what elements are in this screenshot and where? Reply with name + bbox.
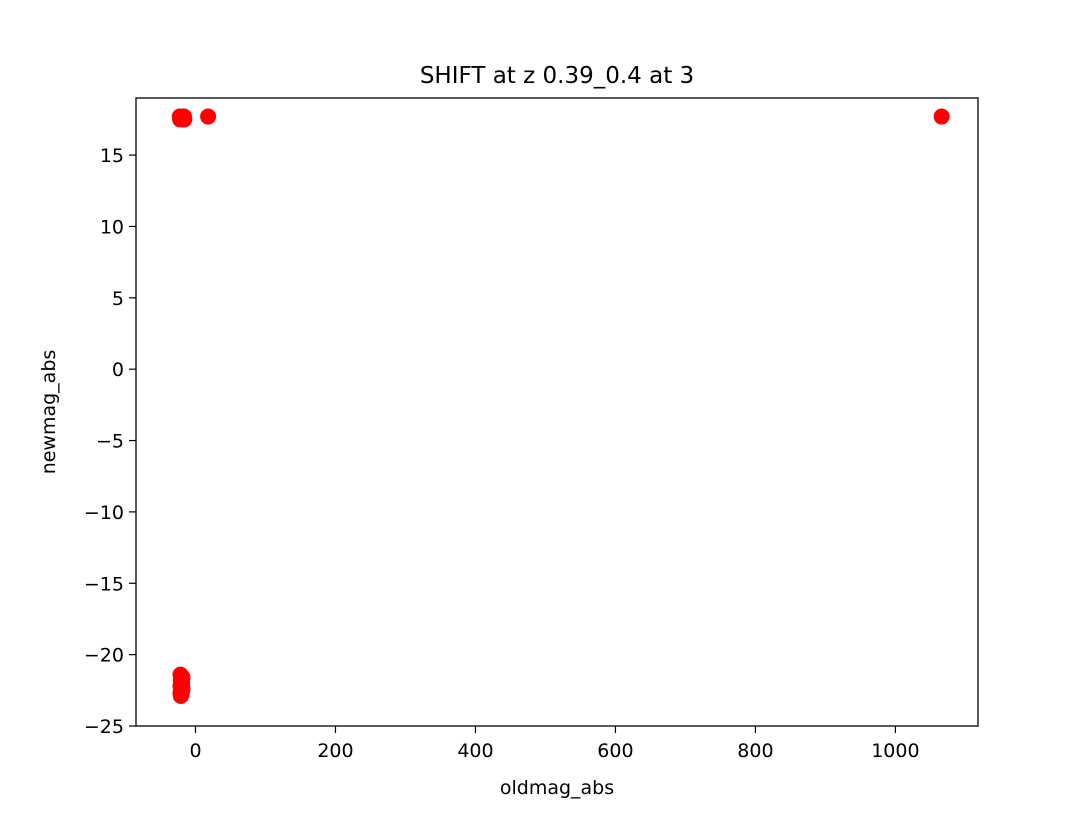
x-axis-label: oldmag_abs (500, 777, 614, 799)
y-tick-label: 0 (112, 359, 124, 381)
data-point (174, 675, 191, 692)
x-tick-label: 400 (457, 740, 493, 762)
x-axis-ticks: 0 200 400 600 800 1000 (189, 726, 920, 762)
y-tick-label: −5 (96, 431, 124, 453)
y-tick-label: −25 (84, 716, 124, 738)
data-point (200, 108, 217, 125)
y-tick-label: −15 (84, 573, 124, 595)
y-tick-label: 5 (112, 288, 124, 310)
plot-frame (135, 97, 979, 727)
y-axis-label: newmag_abs (38, 350, 60, 475)
data-point (176, 111, 193, 128)
y-tick-label: −20 (84, 645, 124, 667)
y-tick-label: −10 (84, 502, 124, 524)
data-points (171, 108, 950, 705)
y-tick-label: 10 (100, 216, 124, 238)
x-tick-label: 0 (189, 740, 201, 762)
x-tick-label: 600 (597, 740, 633, 762)
y-tick-label: 15 (100, 145, 124, 167)
x-tick-label: 200 (317, 740, 353, 762)
x-tick-label: 800 (737, 740, 773, 762)
data-point (933, 108, 950, 125)
y-axis-ticks: −25 −20 −15 −10 −5 0 5 10 15 (84, 145, 136, 738)
chart-title: SHIFT at z 0.39_0.4 at 3 (420, 63, 694, 89)
x-tick-label: 1000 (871, 740, 919, 762)
data-point (172, 688, 189, 705)
